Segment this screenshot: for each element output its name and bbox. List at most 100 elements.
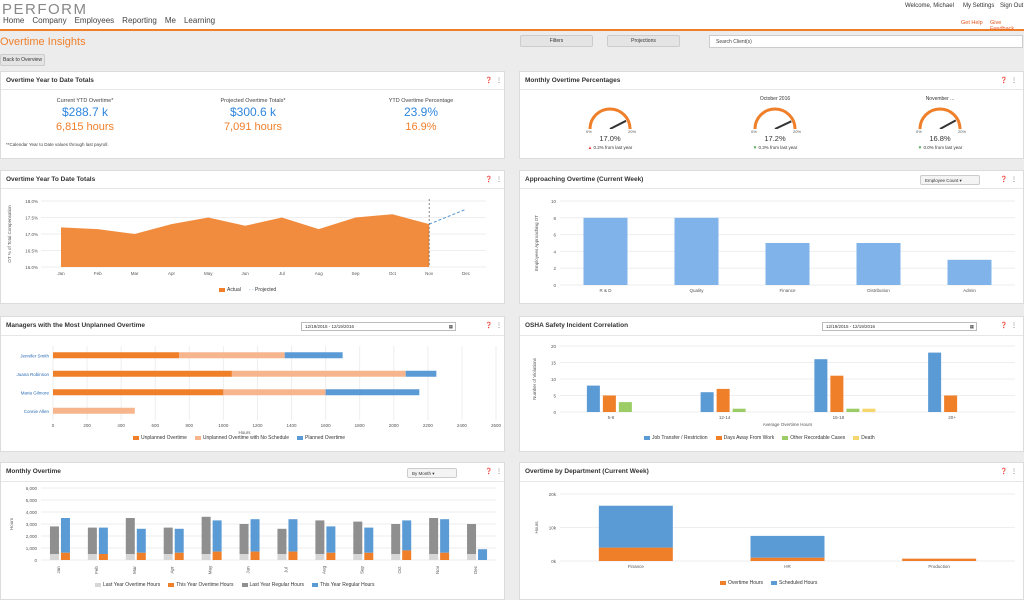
kpi-ytd-percentage: YTD Overtime Percentage 23.9% 16.9%: [361, 98, 481, 133]
divider: [520, 188, 1023, 189]
projections-button[interactable]: Projections: [607, 35, 680, 47]
monthly-percentages-panel: Monthly Overtime Percentages ❓ ⋮ 17.0% 0%…: [519, 71, 1024, 159]
nav-employees[interactable]: Employees: [74, 16, 115, 25]
more-menu-icon[interactable]: ⋮: [1011, 469, 1017, 475]
y-axis-label: Employees Approaching OT: [534, 215, 539, 271]
legend-planned[interactable]: Planned Overtime: [297, 435, 345, 441]
legend-other-cases[interactable]: Other Recordable Cases: [782, 435, 845, 441]
legend-ly-ot[interactable]: Last Year Overtime Hours: [95, 582, 160, 588]
bar-ly-overtime: [391, 554, 401, 560]
help-icon[interactable]: ❓: [485, 469, 493, 475]
y-tick-label: 16.5%: [25, 249, 38, 254]
help-icon[interactable]: ❓: [1000, 469, 1008, 475]
bar-ty-overtime: [136, 552, 146, 560]
bar-ty-regular: [174, 528, 184, 553]
monthly-overtime-panel: Monthly Overtime By Month ▾ ❓ ⋮ 0 1,000 2,…: [0, 462, 505, 600]
gauge-needle: [609, 119, 627, 130]
legend-days-away[interactable]: Days Away From Work: [715, 435, 774, 441]
date-range-value: 12/19/2015 - 12/19/2016: [305, 324, 355, 329]
managers-panel: Managers with the Most Unplanned Overtim…: [0, 316, 505, 452]
bar-ly-regular: [49, 526, 59, 554]
bar-segment: [231, 370, 406, 377]
bar-ty-overtime: [60, 552, 70, 560]
arrow-down-icon: ▼: [917, 145, 924, 150]
more-menu-icon[interactable]: ⋮: [1011, 323, 1017, 329]
legend-projected[interactable]: - - Projected: [248, 287, 277, 293]
legend-actual[interactable]: Actual: [219, 287, 241, 293]
nav-company[interactable]: Company: [32, 16, 67, 25]
search-clients-input[interactable]: Search Client(s): [709, 35, 1023, 48]
x-tick-label: 15-18: [833, 415, 845, 420]
bar-ty-regular: [250, 519, 260, 552]
employee-count-dropdown[interactable]: Employee Count ▾: [920, 175, 980, 185]
panel-title: Approaching Overtime (Current Week): [525, 176, 644, 183]
osha-bar-chart: 0 5 10 15 20 Number of Violations Average Over…: [532, 344, 1015, 427]
more-menu-icon[interactable]: ⋮: [496, 177, 502, 183]
legend-ly-regular[interactable]: Last Year Regular Hours: [241, 582, 304, 588]
gauge-value: 16.8%: [929, 134, 951, 143]
nav-learning[interactable]: Learning: [183, 16, 216, 25]
perform-logo[interactable]: PERFORM: [2, 1, 88, 18]
nav-reporting[interactable]: Reporting: [122, 16, 157, 25]
legend-death[interactable]: Death: [853, 435, 875, 441]
sign-out-link[interactable]: Sign Out: [1000, 3, 1024, 9]
x-axis-label: Hours: [238, 430, 251, 435]
legend-job-transfer[interactable]: Job Transfer / Restriction: [644, 435, 708, 441]
main-nav: Home Company Employees Reporting Me Lear…: [3, 16, 215, 25]
bar-segment: [53, 389, 224, 396]
gauge-change-row: ▼ 0.0% from last year: [890, 145, 990, 150]
back-to-overview-button[interactable]: Back to Overview: [0, 54, 45, 66]
legend-scheduled-hours[interactable]: Scheduled Hours: [771, 580, 817, 586]
more-menu-icon[interactable]: ⋮: [1011, 177, 1017, 183]
help-icon[interactable]: ❓: [485, 78, 493, 84]
bar-segment: [53, 407, 135, 414]
legend-no-schedule[interactable]: Unplanned Overtime with No Schedule: [194, 435, 289, 441]
kpi-hours: 6,815 hours: [55, 121, 115, 133]
help-icon[interactable]: ❓: [1000, 323, 1008, 329]
y-tick-label: 5,000: [26, 498, 38, 503]
date-range-picker[interactable]: 12/19/2015 - 12/19/2016 ▦: [822, 322, 977, 331]
x-tick-label: HR: [784, 564, 791, 569]
help-icon[interactable]: ❓: [1000, 177, 1008, 183]
divider: [1, 335, 504, 336]
calendar-icon: ▦: [448, 324, 453, 329]
legend: Overtime Hours Scheduled Hours: [720, 580, 817, 586]
more-menu-icon[interactable]: ⋮: [496, 469, 502, 475]
period-dropdown[interactable]: By Month ▾: [407, 468, 457, 478]
nav-home[interactable]: Home: [3, 16, 25, 25]
legend-ty-ot[interactable]: This Year Overtime Hours: [168, 582, 234, 588]
more-menu-icon[interactable]: ⋮: [496, 323, 502, 329]
more-menu-icon[interactable]: ⋮: [1011, 78, 1017, 84]
date-range-picker[interactable]: 12/19/2015 - 12/19/2016 ▦: [301, 322, 456, 331]
give-feedback-link[interactable]: Give Feedback: [990, 20, 1015, 32]
bar-overtime: [902, 558, 977, 561]
y-tick-label: 2: [553, 266, 556, 271]
kpi-money: 23.9%: [403, 105, 439, 119]
welcome-text: Welcome, Michael: [905, 3, 954, 9]
bar-ty-overtime: [326, 552, 336, 560]
legend-unplanned[interactable]: Unplanned Overtime: [133, 435, 187, 441]
panel-title: Monthly Overtime Percentages: [525, 77, 621, 84]
y-tick-label: 4,000: [26, 510, 38, 515]
ytd-totals-panel: Overtime Year to Date Totals ❓ ⋮ Current…: [0, 71, 505, 159]
gauge-label: October 2016: [759, 96, 791, 102]
help-icon[interactable]: ❓: [1000, 78, 1008, 84]
more-menu-icon[interactable]: ⋮: [496, 78, 502, 84]
nav-me[interactable]: Me: [164, 16, 176, 25]
calendar-icon: ▦: [969, 324, 974, 329]
y-tick-label: 6,000: [26, 486, 38, 491]
get-help-link[interactable]: Get Help: [961, 20, 983, 26]
my-settings-link[interactable]: My Settings: [963, 3, 995, 9]
filters-button[interactable]: Filters: [520, 35, 593, 47]
legend-overtime-hours[interactable]: Overtime Hours: [720, 580, 763, 586]
x-tick-label: 20+: [948, 415, 956, 420]
legend-ty-regular[interactable]: This Year Regular Hours: [311, 582, 374, 588]
bar-ty-regular: [364, 527, 374, 553]
x-tick-label: Oct: [389, 271, 397, 276]
help-icon[interactable]: ❓: [485, 323, 493, 329]
x-tick-label: 1200: [252, 423, 263, 428]
bar-ty-regular: [212, 520, 222, 552]
help-icon[interactable]: ❓: [485, 177, 493, 183]
kpi-hours: 7,091 hours: [223, 121, 283, 133]
legend: Unplanned Overtime Unplanned Overtime wi…: [133, 435, 345, 441]
